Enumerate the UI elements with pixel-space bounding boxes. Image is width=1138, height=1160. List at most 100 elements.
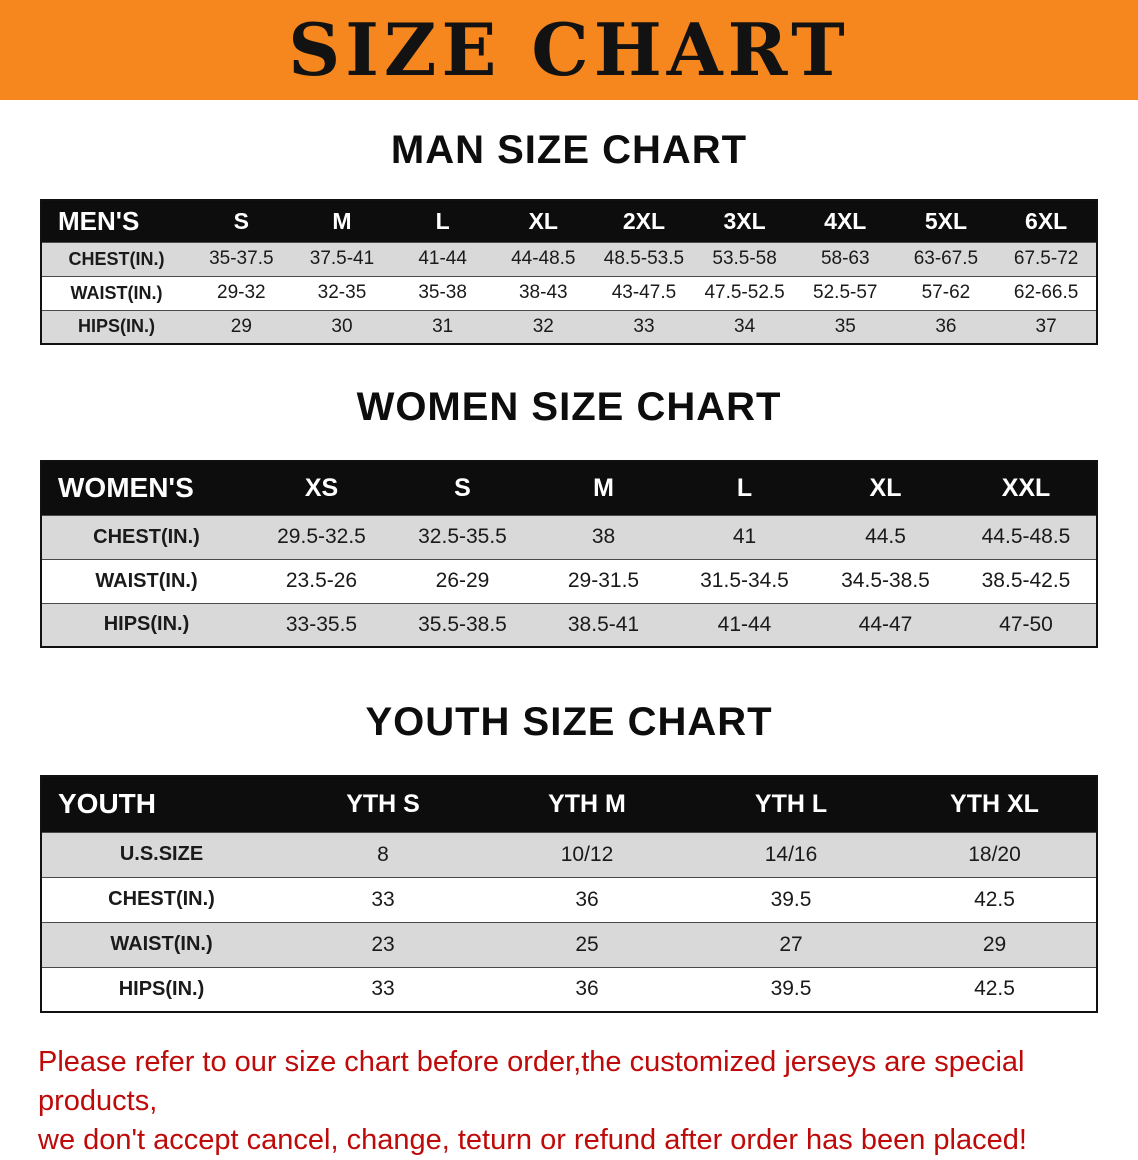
size-chart-banner: SIZE CHART xyxy=(0,0,1138,100)
size-header-cell: YTH L xyxy=(689,776,893,832)
table-header-row: YOUTH YTH S YTH M YTH L YTH XL xyxy=(41,776,1097,832)
value-cell: 44.5 xyxy=(815,514,956,559)
size-header-cell: YTH XL xyxy=(893,776,1097,832)
disclaimer-line-2: we don't accept cancel, change, teturn o… xyxy=(38,1124,1027,1157)
row-label-cell: HIPS(IN.) xyxy=(41,602,251,647)
size-header-cell: XL xyxy=(815,461,956,515)
row-label-cell: WAIST(IN.) xyxy=(41,921,281,967)
value-cell: 38.5-41 xyxy=(533,602,674,647)
value-cell: 47-50 xyxy=(956,602,1097,647)
table-row: WAIST(IN.) 29-32 32-35 35-38 38-43 43-47.5 47.… xyxy=(41,275,1097,310)
value-cell: 38 xyxy=(533,514,674,559)
table-title-cell: YOUTH xyxy=(41,776,281,832)
row-label-cell: WAIST(IN.) xyxy=(41,558,251,603)
table-row: HIPS(IN.) 33 36 39.5 42.5 xyxy=(41,966,1097,1012)
row-label-cell: U.S.SIZE xyxy=(41,831,281,877)
size-header-cell: L xyxy=(674,461,815,515)
size-header-cell: 4XL xyxy=(794,200,896,242)
value-cell: 33 xyxy=(281,966,485,1012)
value-cell: 37.5-41 xyxy=(291,241,393,276)
value-cell: 29-31.5 xyxy=(533,558,674,603)
table-row: CHEST(IN.) 35-37.5 37.5-41 41-44 44-48.5 48.5… xyxy=(41,241,1097,276)
disclaimer-line-1: Please refer to our size chart before or… xyxy=(38,1046,1025,1118)
size-header-cell: M xyxy=(291,200,393,242)
table-row: U.S.SIZE 8 10/12 14/16 18/20 xyxy=(41,831,1097,877)
value-cell: 18/20 xyxy=(893,831,1097,877)
women-size-table: WOMEN'S XS S M L XL XXL CHEST(IN.) 29.5-32.5 32.5… xyxy=(40,460,1098,648)
value-cell: 67.5-72 xyxy=(996,241,1097,276)
value-cell: 41 xyxy=(674,514,815,559)
value-cell: 29 xyxy=(191,309,292,344)
man-size-chart-heading: MAN SIZE CHART xyxy=(390,128,748,172)
size-header-cell: XL xyxy=(492,200,594,242)
value-cell: 30 xyxy=(291,309,393,344)
value-cell: 36 xyxy=(485,876,689,922)
value-cell: 42.5 xyxy=(893,966,1097,1012)
value-cell: 29-32 xyxy=(191,275,292,310)
disclaimer-text: Please refer to our size chart before or… xyxy=(0,1043,1138,1160)
value-cell: 34.5-38.5 xyxy=(815,558,956,603)
value-cell: 57-62 xyxy=(895,275,997,310)
value-cell: 53.5-58 xyxy=(694,241,795,276)
value-cell: 52.5-57 xyxy=(794,275,896,310)
row-label-cell: CHEST(IN.) xyxy=(41,241,191,276)
table-header-row: MEN'S S M L XL 2XL 3XL 4XL 5XL 6XL xyxy=(41,200,1097,242)
table-header-row: WOMEN'S XS S M L XL XXL xyxy=(41,461,1097,515)
value-cell: 35-38 xyxy=(392,275,493,310)
value-cell: 34 xyxy=(694,309,795,344)
value-cell: 44-48.5 xyxy=(492,241,594,276)
women-size-chart-heading: WOMEN SIZE CHART xyxy=(356,385,782,429)
value-cell: 35.5-38.5 xyxy=(392,602,533,647)
value-cell: 10/12 xyxy=(485,831,689,877)
men-size-table: MEN'S S M L XL 2XL 3XL 4XL 5XL 6XL CHEST(IN.) 35-37… xyxy=(40,199,1098,345)
size-header-cell: S xyxy=(392,461,533,515)
size-header-cell: 3XL xyxy=(694,200,795,242)
size-header-cell: 5XL xyxy=(895,200,997,242)
value-cell: 35-37.5 xyxy=(191,241,292,276)
value-cell: 33 xyxy=(281,876,485,922)
value-cell: 23 xyxy=(281,921,485,967)
size-header-cell: M xyxy=(533,461,674,515)
women-size-table-container: WOMEN'S XS S M L XL XXL CHEST(IN.) 29.5-32.5 32.5… xyxy=(40,460,1098,648)
value-cell: 29 xyxy=(893,921,1097,967)
value-cell: 14/16 xyxy=(689,831,893,877)
value-cell: 44.5-48.5 xyxy=(956,514,1097,559)
value-cell: 32-35 xyxy=(291,275,393,310)
value-cell: 47.5-52.5 xyxy=(694,275,795,310)
value-cell: 38.5-42.5 xyxy=(956,558,1097,603)
value-cell: 32.5-35.5 xyxy=(392,514,533,559)
value-cell: 8 xyxy=(281,831,485,877)
men-size-table-container: MEN'S S M L XL 2XL 3XL 4XL 5XL 6XL CHEST(IN.) 35-37… xyxy=(40,199,1098,345)
youth-size-table-container: YOUTH YTH S YTH M YTH L YTH XL U.S.SIZE 8 10/12… xyxy=(40,775,1098,1013)
value-cell: 44-47 xyxy=(815,602,956,647)
value-cell: 26-29 xyxy=(392,558,533,603)
size-header-cell: YTH M xyxy=(485,776,689,832)
row-label-cell: CHEST(IN.) xyxy=(41,876,281,922)
row-label-cell: CHEST(IN.) xyxy=(41,514,251,559)
size-header-cell: 2XL xyxy=(593,200,695,242)
value-cell: 62-66.5 xyxy=(996,275,1097,310)
size-header-cell: XS xyxy=(251,461,392,515)
value-cell: 63-67.5 xyxy=(895,241,997,276)
value-cell: 29.5-32.5 xyxy=(251,514,392,559)
value-cell: 41-44 xyxy=(674,602,815,647)
value-cell: 58-63 xyxy=(794,241,896,276)
size-header-cell: 6XL xyxy=(996,200,1097,242)
value-cell: 36 xyxy=(485,966,689,1012)
value-cell: 23.5-26 xyxy=(251,558,392,603)
value-cell: 48.5-53.5 xyxy=(593,241,695,276)
value-cell: 42.5 xyxy=(893,876,1097,922)
value-cell: 39.5 xyxy=(689,876,893,922)
row-label-cell: HIPS(IN.) xyxy=(41,309,191,344)
value-cell: 37 xyxy=(996,309,1097,344)
value-cell: 41-44 xyxy=(392,241,493,276)
size-header-cell: L xyxy=(392,200,493,242)
value-cell: 32 xyxy=(492,309,594,344)
row-label-cell: WAIST(IN.) xyxy=(41,275,191,310)
value-cell: 36 xyxy=(895,309,997,344)
value-cell: 39.5 xyxy=(689,966,893,1012)
value-cell: 27 xyxy=(689,921,893,967)
table-row: HIPS(IN.) 33-35.5 35.5-38.5 38.5-41 41-44 44-… xyxy=(41,602,1097,647)
banner-title: SIZE CHART xyxy=(288,7,850,92)
value-cell: 38-43 xyxy=(492,275,594,310)
